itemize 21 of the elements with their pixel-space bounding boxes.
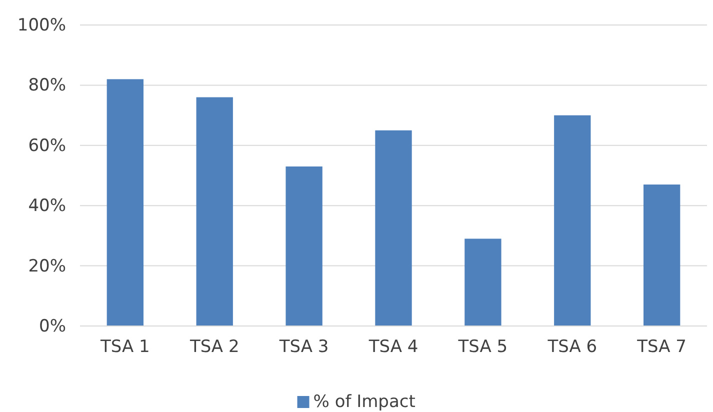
bar	[286, 166, 322, 326]
x-tick-label: TSA 4	[368, 337, 418, 358]
y-tick-label: 100%	[17, 15, 66, 36]
x-tick-label: TSA 6	[546, 337, 598, 358]
y-tick-label: 40%	[28, 196, 66, 216]
bar	[196, 97, 233, 326]
bar	[643, 184, 680, 326]
y-tick-label: 20%	[28, 256, 66, 276]
bar	[554, 115, 591, 326]
y-tick-label: 80%	[28, 76, 66, 96]
y-tick-label: 60%	[28, 136, 66, 156]
x-tick-label: TSA 1	[99, 337, 150, 358]
bar	[375, 130, 412, 326]
x-tick-label: TSA 5	[457, 337, 508, 358]
bar	[464, 238, 502, 326]
bar	[106, 79, 144, 326]
y-tick-label: 0%	[39, 316, 66, 336]
x-tick-label: TSA 7	[636, 337, 687, 358]
x-tick-label: TSA 2	[188, 337, 240, 358]
x-tick-label: TSA 3	[278, 337, 329, 358]
legend-label: % of Impact	[313, 392, 416, 412]
